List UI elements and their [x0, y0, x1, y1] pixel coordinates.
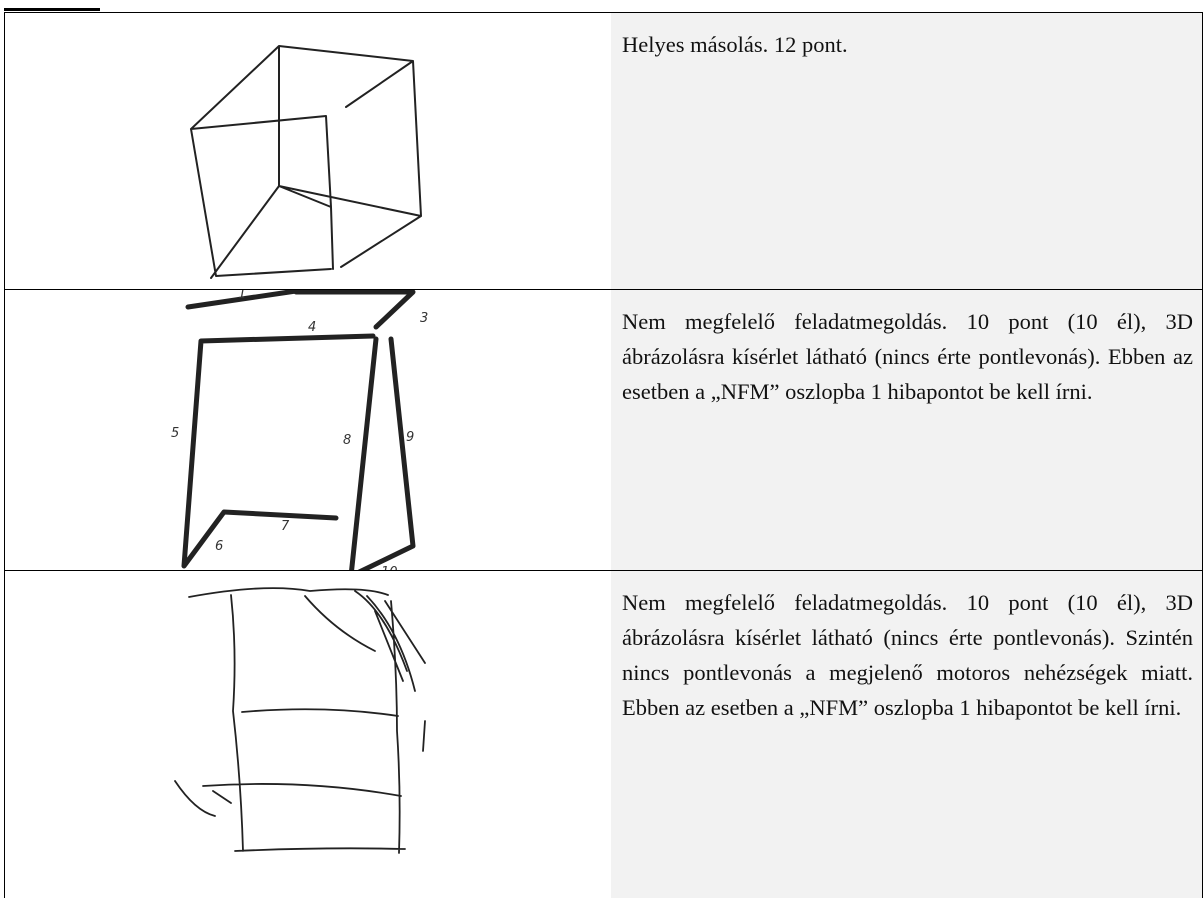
description: Helyes másolás. 12 pont.: [622, 32, 848, 57]
text-cell: Helyes másolás. 12 pont.: [611, 13, 1203, 289]
edge-label: 7: [281, 519, 290, 534]
table-row: Nem megfelelő feladatmegoldás. 10 pont (…: [4, 570, 1203, 898]
table-sketch: 1 2 3 4 5 6 7 8 9 10: [171, 290, 428, 571]
edge-label: 8: [343, 433, 351, 448]
edge-label: 10: [381, 565, 398, 571]
edge-label: 9: [406, 430, 414, 445]
table-row: Helyes másolás. 12 pont.: [4, 12, 1203, 290]
table-row: 1 2 3 4 5 6 7 8 9 10 Nem megfelelő felad…: [4, 289, 1203, 571]
description: Nem megfelelő feladatmegoldás. 10 pont (…: [622, 590, 1193, 720]
table: Helyes másolás. 12 pont. 1 2 3 4 5 6 7 8…: [4, 12, 1204, 898]
edge-label: 3: [420, 311, 428, 326]
edge-label: 5: [171, 426, 179, 441]
edge-label: 6: [215, 539, 223, 554]
cube-sketch: [190, 45, 422, 279]
edge-label: 4: [308, 320, 316, 335]
figure-cell: 1 2 3 4 5 6 7 8 9 10: [4, 290, 612, 571]
text-cell: Nem megfelelő feladatmegoldás. 10 pont (…: [611, 290, 1203, 571]
text-cell: Nem megfelelő feladatmegoldás. 10 pont (…: [611, 571, 1203, 898]
heading-rule: [4, 8, 100, 11]
figure-cell: [4, 571, 612, 898]
edge-label: 1: [238, 290, 246, 302]
figure-cell: [4, 13, 612, 289]
scribble-sketch: [174, 587, 426, 854]
description: Nem megfelelő feladatmegoldás. 10 pont (…: [622, 309, 1193, 404]
